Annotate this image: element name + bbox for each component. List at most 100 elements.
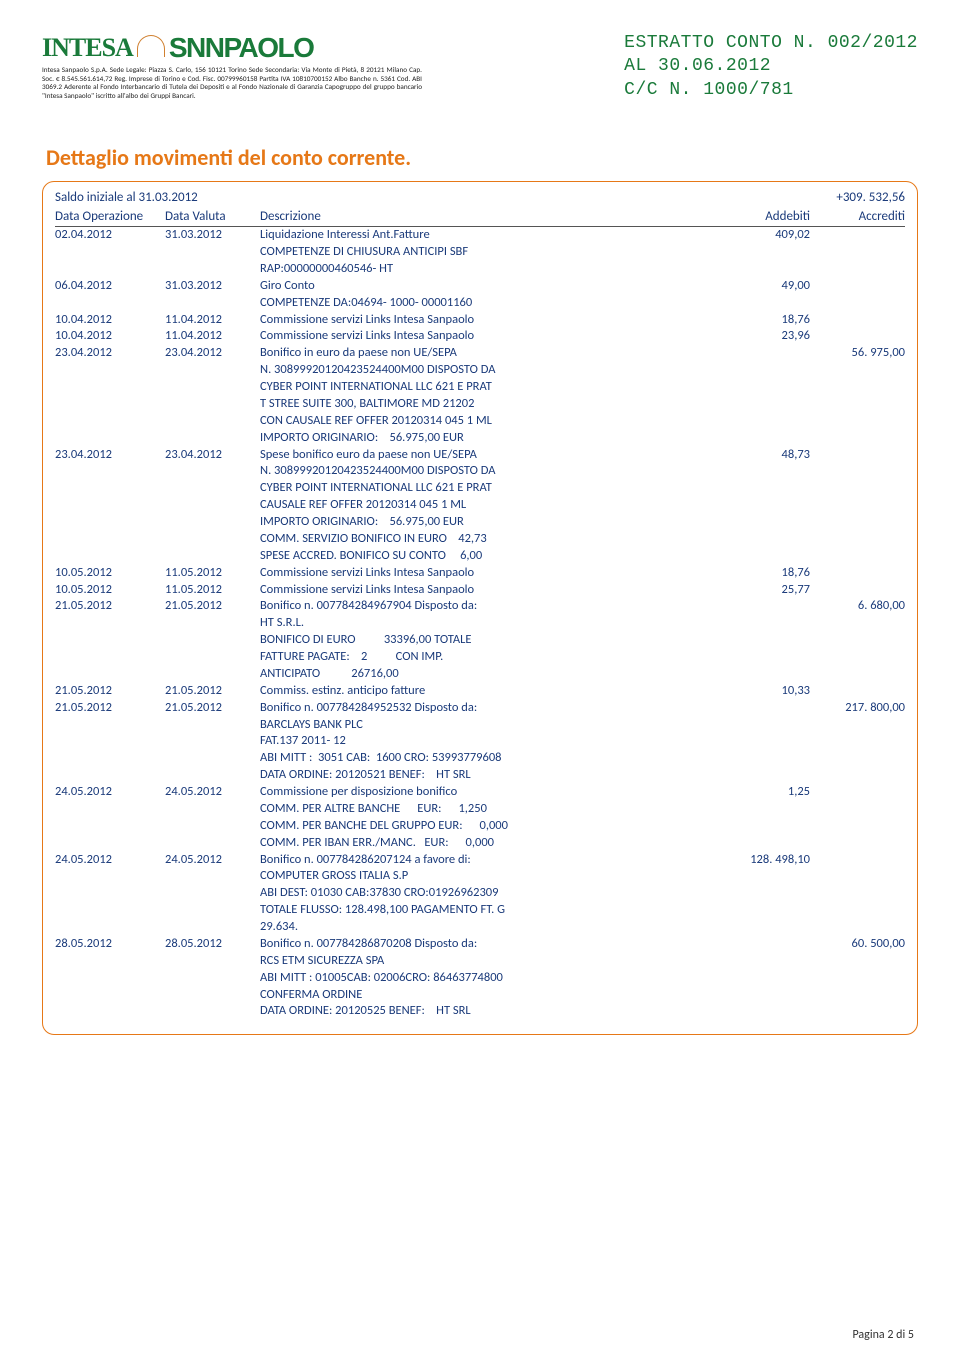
transaction-desc-line: BONIFICO DI EURO 33396,00 TOTALE bbox=[55, 632, 905, 649]
balance-label: Saldo iniziale al 31.03.2012 bbox=[55, 190, 805, 205]
cell-debit bbox=[720, 1003, 810, 1020]
cell-description: Commissione per disposizione bonifico bbox=[260, 784, 720, 801]
cell-credit bbox=[810, 328, 905, 345]
cell-date-val bbox=[165, 970, 260, 987]
cell-date-val: 21.05.2012 bbox=[165, 683, 260, 700]
cell-debit bbox=[720, 430, 810, 447]
cell-credit bbox=[810, 970, 905, 987]
transaction-desc-line: DATA ORDINE: 20120525 BENEF: HT SRL bbox=[55, 1003, 905, 1020]
cell-description: SPESE ACCRED. BONIFICO SU CONTO 6,00 bbox=[260, 548, 720, 565]
cell-description: T STREE SUITE 300, BALTIMORE MD 21202 bbox=[260, 396, 720, 413]
cell-description: ABI DEST: 01030 CAB:37830 CRO:0192696230… bbox=[260, 885, 720, 902]
cell-credit bbox=[810, 312, 905, 329]
cell-credit bbox=[810, 632, 905, 649]
cell-date-val bbox=[165, 480, 260, 497]
cell-description: TOTALE FLUSSO: 128.498,100 PAGAMENTO FT.… bbox=[260, 902, 720, 919]
transaction-desc-line: CYBER POINT INTERNATIONAL LLC 621 E PRAT bbox=[55, 480, 905, 497]
cell-description: CONFERMA ORDINE bbox=[260, 987, 720, 1004]
cell-credit bbox=[810, 531, 905, 548]
section-title: Dettaglio movimenti del conto corrente. bbox=[42, 144, 918, 171]
transaction-row: 21.05.201221.05.2012Commiss. estinz. ant… bbox=[55, 683, 905, 700]
transaction-row: 10.05.201211.05.2012Commissione servizi … bbox=[55, 582, 905, 599]
cell-date-op bbox=[55, 362, 165, 379]
cell-description: CYBER POINT INTERNATIONAL LLC 621 E PRAT bbox=[260, 379, 720, 396]
transaction-desc-line: RAP:00000000460546- HT bbox=[55, 261, 905, 278]
cell-credit bbox=[810, 261, 905, 278]
cell-debit bbox=[720, 818, 810, 835]
transaction-desc-line: ABI MITT : 01005CAB: 02006CRO: 864637748… bbox=[55, 970, 905, 987]
cell-credit bbox=[810, 750, 905, 767]
cell-date-val bbox=[165, 953, 260, 970]
cell-date-val bbox=[165, 497, 260, 514]
cell-date-val: 31.03.2012 bbox=[165, 278, 260, 295]
cell-description: Bonifico n. 007784284967904 Disposto da: bbox=[260, 598, 720, 615]
cell-description: IMPORTO ORIGINARIO: 56.975,00 EUR bbox=[260, 514, 720, 531]
cell-debit: 1,25 bbox=[720, 784, 810, 801]
cell-date-op: 21.05.2012 bbox=[55, 683, 165, 700]
cell-date-op bbox=[55, 733, 165, 750]
cell-description: Bonifico n. 007784286207124 a favore di: bbox=[260, 852, 720, 869]
logo-text-intesa: INTESA bbox=[42, 33, 133, 63]
col-header-op: Data Operazione bbox=[55, 209, 165, 224]
cell-debit bbox=[720, 868, 810, 885]
cell-date-op bbox=[55, 649, 165, 666]
cell-credit bbox=[810, 801, 905, 818]
transaction-row: 02.04.201231.03.2012Liquidazione Interes… bbox=[55, 227, 905, 244]
cell-date-op bbox=[55, 987, 165, 1004]
cell-description: CYBER POINT INTERNATIONAL LLC 621 E PRAT bbox=[260, 480, 720, 497]
transaction-desc-line: CYBER POINT INTERNATIONAL LLC 621 E PRAT bbox=[55, 379, 905, 396]
cell-credit bbox=[810, 565, 905, 582]
transaction-row: 10.04.201211.04.2012Commissione servizi … bbox=[55, 328, 905, 345]
cell-debit bbox=[720, 632, 810, 649]
cell-date-op: 10.05.2012 bbox=[55, 582, 165, 599]
transaction-desc-line: IMPORTO ORIGINARIO: 56.975,00 EUR bbox=[55, 430, 905, 447]
cell-credit bbox=[810, 615, 905, 632]
cell-date-val bbox=[165, 362, 260, 379]
cell-credit bbox=[810, 295, 905, 312]
transaction-desc-line: N. 30899920120423524400M00 DISPOSTO DA bbox=[55, 362, 905, 379]
cell-debit bbox=[720, 396, 810, 413]
cell-debit bbox=[720, 987, 810, 1004]
cell-date-op bbox=[55, 970, 165, 987]
cell-date-op bbox=[55, 750, 165, 767]
cell-debit bbox=[720, 750, 810, 767]
cell-debit bbox=[720, 261, 810, 278]
cell-debit bbox=[720, 379, 810, 396]
cell-date-op bbox=[55, 396, 165, 413]
cell-date-op: 10.04.2012 bbox=[55, 328, 165, 345]
cell-credit bbox=[810, 835, 905, 852]
cell-date-val bbox=[165, 379, 260, 396]
cell-debit: 49,00 bbox=[720, 278, 810, 295]
cell-date-val: 11.05.2012 bbox=[165, 582, 260, 599]
cell-description: COMM. SERVIZIO BONIFICO IN EURO 42,73 bbox=[260, 531, 720, 548]
cell-date-val bbox=[165, 902, 260, 919]
transaction-row: 10.04.201211.04.2012Commissione servizi … bbox=[55, 312, 905, 329]
logo-arch-icon bbox=[137, 35, 165, 57]
cell-description: BARCLAYS BANK PLC bbox=[260, 717, 720, 734]
cell-date-val: 31.03.2012 bbox=[165, 227, 260, 244]
cell-description: COMPETENZE DA:04694- 1000- 00001160 bbox=[260, 295, 720, 312]
statement-number: ESTRATTO CONTO N. 002/2012 bbox=[624, 32, 918, 55]
cell-description: DATA ORDINE: 20120521 BENEF: HT SRL bbox=[260, 767, 720, 784]
cell-debit bbox=[720, 885, 810, 902]
cell-description: N. 30899920120423524400M00 DISPOSTO DA bbox=[260, 362, 720, 379]
cell-debit bbox=[720, 362, 810, 379]
table-header: Data Operazione Data Valuta Descrizione … bbox=[55, 209, 905, 227]
cell-date-val bbox=[165, 632, 260, 649]
cell-date-op bbox=[55, 767, 165, 784]
cell-description: Bonifico n. 007784284952532 Disposto da: bbox=[260, 700, 720, 717]
cell-date-op bbox=[55, 818, 165, 835]
transaction-desc-line: ABI DEST: 01030 CAB:37830 CRO:0192696230… bbox=[55, 885, 905, 902]
transaction-desc-line: FAT.137 2011- 12 bbox=[55, 733, 905, 750]
cell-date-val bbox=[165, 514, 260, 531]
cell-date-val bbox=[165, 1003, 260, 1020]
transaction-desc-line: COMM. PER BANCHE DEL GRUPPO EUR: 0,000 bbox=[55, 818, 905, 835]
cell-date-val: 21.05.2012 bbox=[165, 700, 260, 717]
account-number: C/C N. 1000/781 bbox=[624, 79, 918, 102]
transaction-desc-line: BARCLAYS BANK PLC bbox=[55, 717, 905, 734]
cell-date-op bbox=[55, 868, 165, 885]
transaction-desc-line: ANTICIPATO 26716,00 bbox=[55, 666, 905, 683]
cell-credit: 217. 800,00 bbox=[810, 700, 905, 717]
cell-credit bbox=[810, 463, 905, 480]
cell-date-op bbox=[55, 548, 165, 565]
